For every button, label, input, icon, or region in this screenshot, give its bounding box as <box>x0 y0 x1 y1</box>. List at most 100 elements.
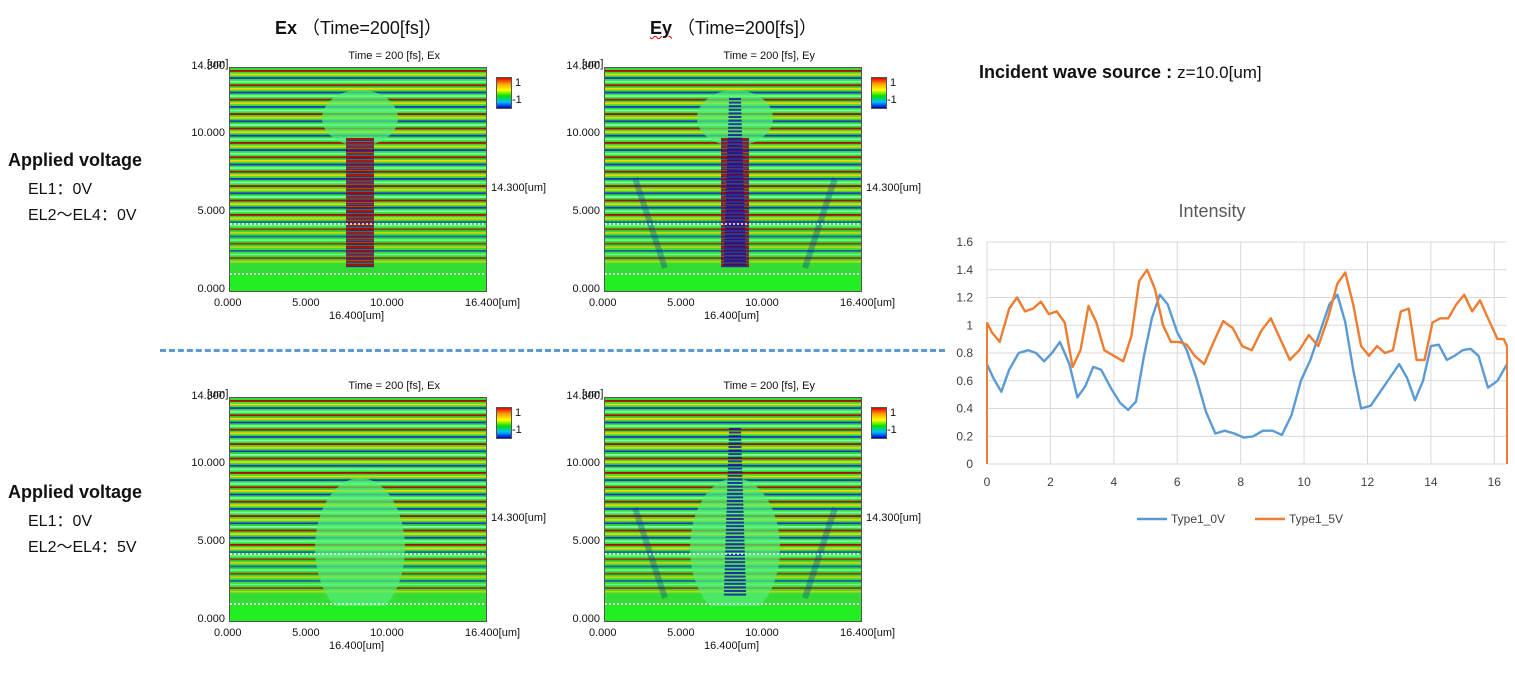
legend-label: Type1_5V <box>1289 512 1343 526</box>
y-unit-label: [um] <box>582 388 604 400</box>
field-map <box>604 67 862 292</box>
field-map-image <box>230 68 486 291</box>
el1-voltage: EL1：0V <box>28 181 93 198</box>
chart-title: Intensity <box>1178 201 1245 221</box>
field-map <box>229 67 487 292</box>
y-tick-label: 10.000 <box>566 126 600 139</box>
colorbar-min-label: -1 <box>887 424 897 436</box>
colorbar-min-label: -1 <box>887 94 897 106</box>
x-tick-label: 16 <box>1488 475 1502 489</box>
y-tick-label: 0.000 <box>572 613 600 625</box>
field-extent-label: 14.300[um] <box>491 182 547 194</box>
applied-voltage-heading: Applied voltage <box>8 482 143 502</box>
y-unit-label: [um] <box>582 58 604 70</box>
x-tick-label: 16.400[um] <box>840 297 896 309</box>
y-tick-label: 14.300 <box>566 60 600 72</box>
y-tick-label: 5.000 <box>572 534 600 547</box>
y-tick-label: 0.000 <box>572 283 600 295</box>
y-unit-label: [um] <box>207 58 229 70</box>
el2-el4-voltage: EL2～EL4：5V <box>28 539 137 556</box>
field-extent-label: 14.300[um] <box>491 512 547 524</box>
ex-column-title: Ex （Time=200[fs]） <box>275 18 442 38</box>
x-tick-label: 10.000 <box>370 297 404 309</box>
x-tick-label: 6 <box>1174 475 1181 489</box>
ey-column-title: Ey （Time=200[fs]） <box>650 18 817 38</box>
x-tick-label: 10.000 <box>745 627 779 639</box>
colorbar-max-label: 1 <box>515 407 522 419</box>
colorbar <box>496 407 512 439</box>
x-tick-label: 10 <box>1297 475 1311 489</box>
y-tick-label: 0.000 <box>197 283 225 295</box>
field-panel-ey-5v: Time = 200 [fs], Ey [um] 14.300 10.000 5.000… <box>535 380 921 670</box>
x-tick-label: 0.000 <box>589 627 617 639</box>
row-label-top: Applied voltage EL1：0V EL2～EL4：0V <box>8 150 142 225</box>
colorbar <box>871 407 887 439</box>
colorbar-min-label: -1 <box>512 94 522 106</box>
field-map <box>229 397 487 622</box>
y-tick-label: 0.000 <box>197 613 225 625</box>
x-tick-label: 14 <box>1424 475 1438 489</box>
y-tick-label: 5.000 <box>572 204 600 217</box>
y-tick-label: 1.6 <box>956 235 973 249</box>
x-tick-label: 8 <box>1237 475 1244 489</box>
colorbar <box>871 77 887 109</box>
panel-title: Time = 200 [fs], Ex <box>348 50 440 62</box>
x-axis-label: 16.400[um] <box>704 640 760 652</box>
colorbar <box>496 77 512 109</box>
row-label-bottom: Applied voltage EL1：0V EL2～EL4：5V <box>8 482 142 557</box>
x-tick-label: 0 <box>984 475 991 489</box>
panel-title: Time = 200 [fs], Ex <box>348 380 440 392</box>
legend-label: Type1_0V <box>1171 512 1225 526</box>
y-tick-label: 10.000 <box>191 126 225 139</box>
y-tick-label: 1 <box>966 318 973 332</box>
x-tick-label: 4 <box>1110 475 1117 489</box>
x-tick-label: 16.400[um] <box>465 627 521 639</box>
series-line-Type1_0V <box>985 293 1509 439</box>
panel-title: Time = 200 [fs], Ey <box>723 380 815 392</box>
colorbar-max-label: 1 <box>890 77 897 89</box>
colorbar-min-label: -1 <box>512 424 522 436</box>
field-panel-ey-0v: Time = 200 [fs], Ey [um] 14.300 10.000 5.000… <box>535 50 921 340</box>
y-tick-label: 10.000 <box>191 456 225 469</box>
field-panel-ex-5v: Time = 200 [fs], Ex [um] 14.300 10.000 5.000… <box>160 380 546 670</box>
x-tick-label: 10.000 <box>370 627 404 639</box>
field-map-image <box>605 68 861 291</box>
el1-voltage: EL1：0V <box>28 513 93 530</box>
el2-el4-voltage: EL2～EL4：0V <box>28 207 137 224</box>
field-extent-label: 14.300[um] <box>866 182 922 194</box>
x-tick-label: 5.000 <box>667 297 695 309</box>
panel-title: Time = 200 [fs], Ey <box>723 50 815 62</box>
y-unit-label: [um] <box>207 388 229 400</box>
x-tick-label: 2 <box>1047 475 1054 489</box>
x-tick-label: 0.000 <box>214 627 242 639</box>
y-tick-label: 0 <box>966 457 973 471</box>
y-tick-label: 0.8 <box>956 346 973 360</box>
applied-voltage-heading: Applied voltage <box>8 150 143 170</box>
colorbar-max-label: 1 <box>890 407 897 419</box>
y-tick-label: 0.4 <box>956 402 973 416</box>
y-tick-label: 14.300 <box>191 60 225 72</box>
field-map-image <box>230 398 486 621</box>
x-axis-label: 16.400[um] <box>329 310 385 322</box>
y-tick-label: 14.300 <box>191 390 225 402</box>
field-extent-label: 14.300[um] <box>866 512 922 524</box>
colorbar-max-label: 1 <box>515 77 522 89</box>
x-axis-label: 16.400[um] <box>704 310 760 322</box>
row-divider <box>160 349 945 352</box>
x-tick-label: 16.400[um] <box>840 627 896 639</box>
x-tick-label: 0.000 <box>589 297 617 309</box>
series-line-Type1_5V <box>985 268 1509 369</box>
field-panel-ex-0v: Time = 200 [fs], Ex [um] 14.300 10.000 5.000… <box>160 50 546 340</box>
y-tick-label: 5.000 <box>197 534 225 547</box>
x-tick-label: 10.000 <box>745 297 779 309</box>
y-tick-label: 1.2 <box>956 291 973 305</box>
incident-wave-source: Incident wave source : z=10.0[um] <box>979 62 1262 82</box>
x-tick-label: 5.000 <box>292 627 320 639</box>
intensity-chart: Intensity 0 0.2 0.4 0.6 0.8 1 1.2 1.4 1.6 0 2 4 6 8 10 1… <box>956 201 1509 526</box>
y-tick-label: 5.000 <box>197 204 225 217</box>
y-tick-label: 0.6 <box>956 374 973 388</box>
y-tick-label: 1.4 <box>956 263 973 277</box>
x-tick-label: 5.000 <box>667 627 695 639</box>
y-tick-label: 0.2 <box>956 429 973 443</box>
y-tick-label: 10.000 <box>566 456 600 469</box>
